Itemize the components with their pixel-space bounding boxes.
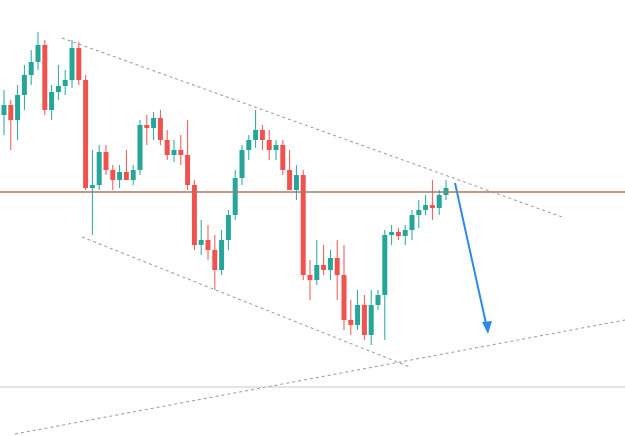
- candle-body: [171, 150, 177, 155]
- candle-body: [436, 195, 442, 208]
- trend-line: [14, 319, 625, 435]
- candle-body: [205, 240, 211, 250]
- candle-body: [300, 175, 306, 275]
- candle-body: [42, 45, 48, 110]
- candle-body: [321, 265, 327, 270]
- arrow: [454, 182, 492, 334]
- candle-body: [198, 240, 204, 245]
- candle-body: [21, 75, 27, 95]
- candle-body: [76, 48, 82, 80]
- candle-body: [259, 130, 265, 140]
- candle-body: [69, 48, 75, 80]
- candle-body: [280, 145, 286, 170]
- candle-body: [341, 275, 347, 320]
- candle-body: [375, 295, 381, 305]
- trend-line: [61, 37, 566, 219]
- candle-body: [89, 185, 95, 188]
- candle-body: [178, 150, 184, 155]
- candle-body: [219, 240, 225, 270]
- candle-body: [185, 155, 191, 185]
- candle-body: [232, 178, 238, 215]
- candle-body: [307, 275, 313, 280]
- candle-body: [293, 175, 299, 190]
- candle-body: [314, 265, 320, 280]
- candle-body: [225, 215, 231, 240]
- candle-body: [144, 125, 150, 128]
- candle-body: [1, 105, 7, 115]
- candle-body: [355, 305, 361, 325]
- candle-body: [239, 150, 245, 178]
- candle-body: [287, 170, 293, 190]
- candle-body: [130, 170, 136, 180]
- candle-body: [110, 170, 116, 180]
- candle-body: [246, 140, 252, 150]
- candle-body: [15, 95, 21, 120]
- candle-body: [151, 118, 157, 128]
- candle-body: [212, 250, 218, 270]
- candle-body: [157, 118, 163, 140]
- candle-body: [402, 230, 408, 236]
- candle-body: [49, 92, 55, 110]
- candle-body: [266, 140, 272, 150]
- candle-body: [409, 215, 415, 230]
- candle-body: [334, 258, 340, 275]
- candle-body: [429, 205, 435, 208]
- candle-body: [361, 305, 367, 335]
- candle-body: [327, 258, 333, 270]
- candle-body: [55, 86, 61, 92]
- candle-body: [253, 130, 259, 140]
- candle-body: [389, 232, 395, 235]
- candle-body: [62, 80, 68, 86]
- candle-body: [28, 62, 34, 75]
- candle-body: [35, 45, 41, 62]
- candle-body: [191, 185, 197, 245]
- candle-body: [117, 172, 123, 180]
- candle-body: [395, 232, 401, 236]
- candle-body: [382, 235, 388, 295]
- trend-line: [81, 236, 411, 368]
- candle-body: [368, 305, 374, 335]
- candle-body: [103, 152, 109, 170]
- candle-body: [348, 320, 354, 325]
- candle-body: [123, 172, 129, 180]
- candle-body: [423, 205, 429, 210]
- candle-body: [96, 152, 102, 185]
- candle-body: [83, 80, 89, 188]
- candle-body: [273, 145, 279, 150]
- candle-body: [8, 105, 14, 120]
- candle-body: [137, 125, 143, 170]
- candle-body: [164, 140, 170, 155]
- candle-body: [416, 210, 422, 215]
